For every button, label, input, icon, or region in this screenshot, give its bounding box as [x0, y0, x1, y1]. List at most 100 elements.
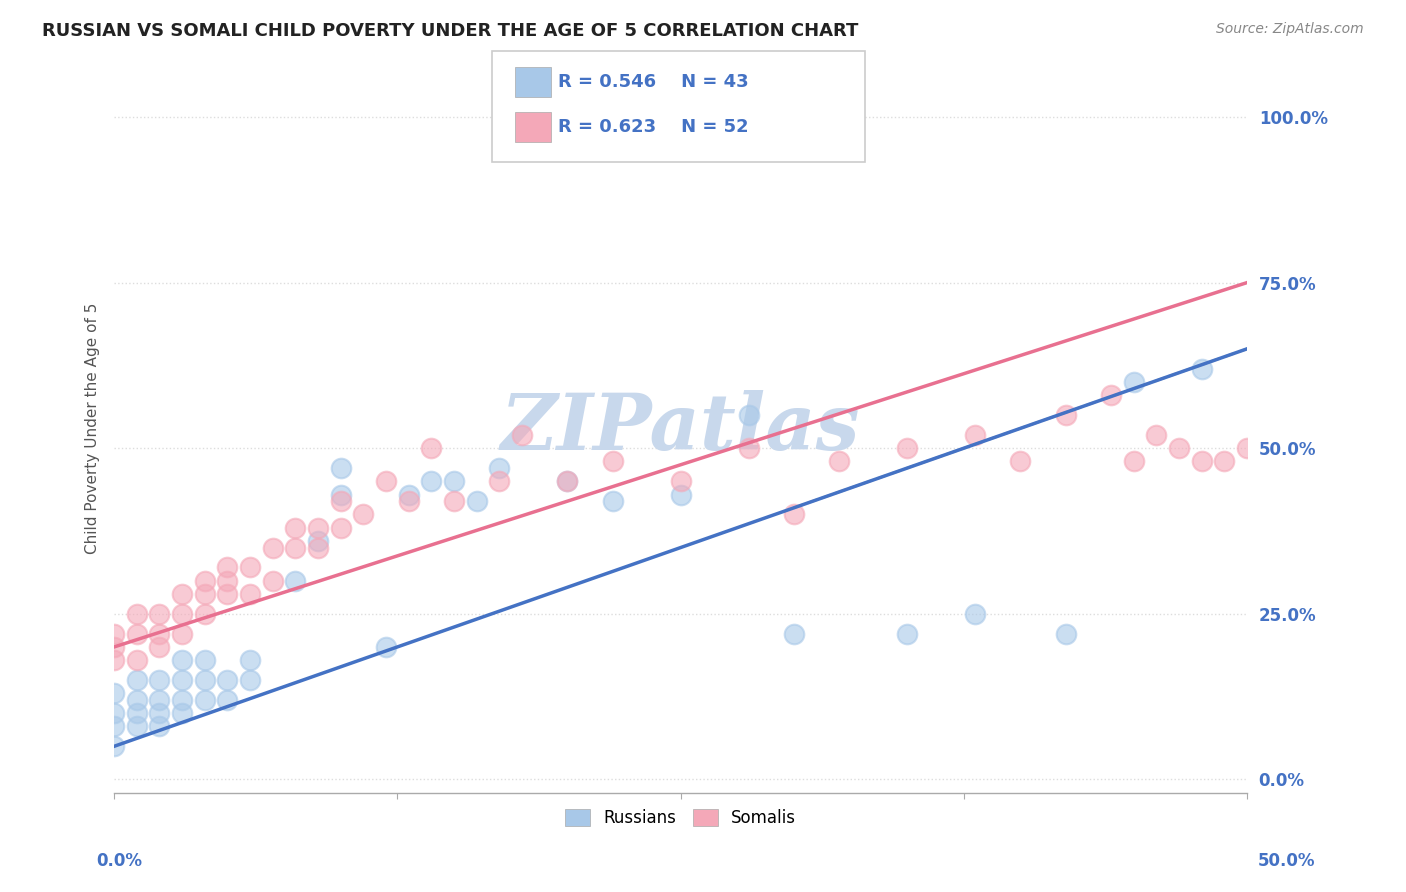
Point	[1191, 361, 1213, 376]
Text: ZIPatlas: ZIPatlas	[501, 390, 860, 467]
Point	[352, 508, 374, 522]
Point	[443, 494, 465, 508]
Text: 50.0%: 50.0%	[1258, 852, 1315, 870]
Point	[488, 475, 510, 489]
Point	[262, 541, 284, 555]
Point	[1054, 626, 1077, 640]
Point	[465, 494, 488, 508]
Point	[217, 673, 239, 687]
Point	[125, 653, 148, 667]
Point	[510, 428, 533, 442]
Point	[194, 587, 217, 601]
Text: RUSSIAN VS SOMALI CHILD POVERTY UNDER THE AGE OF 5 CORRELATION CHART: RUSSIAN VS SOMALI CHILD POVERTY UNDER TH…	[42, 22, 859, 40]
Point	[239, 653, 262, 667]
Point	[125, 706, 148, 721]
Point	[148, 693, 170, 707]
Point	[896, 441, 918, 455]
Point	[125, 693, 148, 707]
Text: Source: ZipAtlas.com: Source: ZipAtlas.com	[1216, 22, 1364, 37]
Point	[217, 574, 239, 588]
Point	[239, 587, 262, 601]
Point	[103, 706, 125, 721]
Point	[307, 521, 329, 535]
Point	[125, 719, 148, 733]
Point	[172, 673, 194, 687]
Text: R = 0.546    N = 43: R = 0.546 N = 43	[558, 73, 749, 91]
Point	[1236, 441, 1258, 455]
Point	[398, 494, 420, 508]
Point	[148, 626, 170, 640]
Legend: Russians, Somalis: Russians, Somalis	[557, 800, 804, 835]
Point	[148, 719, 170, 733]
Point	[1122, 375, 1144, 389]
Point	[329, 487, 352, 501]
Point	[307, 541, 329, 555]
Point	[194, 607, 217, 621]
Point	[669, 487, 692, 501]
Point	[194, 653, 217, 667]
Point	[737, 408, 759, 422]
Point	[783, 626, 806, 640]
Point	[284, 521, 307, 535]
Point	[307, 533, 329, 548]
Point	[172, 587, 194, 601]
Point	[555, 475, 578, 489]
Point	[148, 673, 170, 687]
Point	[965, 428, 987, 442]
Point	[896, 626, 918, 640]
Point	[828, 454, 851, 468]
Point	[172, 607, 194, 621]
Point	[262, 574, 284, 588]
Point	[217, 693, 239, 707]
Point	[103, 686, 125, 700]
Point	[239, 560, 262, 574]
Point	[194, 574, 217, 588]
Point	[194, 693, 217, 707]
Point	[103, 640, 125, 654]
Point	[375, 640, 398, 654]
Point	[125, 626, 148, 640]
Point	[1099, 388, 1122, 402]
Point	[103, 653, 125, 667]
Point	[488, 461, 510, 475]
Point	[172, 626, 194, 640]
Point	[555, 475, 578, 489]
Point	[669, 475, 692, 489]
Point	[148, 706, 170, 721]
Point	[1122, 454, 1144, 468]
Point	[1168, 441, 1191, 455]
Point	[239, 673, 262, 687]
Text: R = 0.623    N = 52: R = 0.623 N = 52	[558, 118, 749, 136]
Point	[172, 693, 194, 707]
Point	[375, 475, 398, 489]
Point	[217, 587, 239, 601]
Point	[148, 640, 170, 654]
Point	[398, 487, 420, 501]
Text: 0.0%: 0.0%	[97, 852, 142, 870]
Point	[329, 461, 352, 475]
Point	[148, 607, 170, 621]
Point	[125, 673, 148, 687]
Point	[420, 475, 443, 489]
Point	[420, 441, 443, 455]
Point	[1054, 408, 1077, 422]
Point	[125, 607, 148, 621]
Point	[783, 508, 806, 522]
Point	[329, 494, 352, 508]
Point	[443, 475, 465, 489]
Point	[1010, 454, 1032, 468]
Point	[172, 653, 194, 667]
Point	[194, 673, 217, 687]
Point	[284, 574, 307, 588]
Point	[284, 541, 307, 555]
Point	[103, 626, 125, 640]
Point	[602, 494, 624, 508]
Point	[1144, 428, 1167, 442]
Point	[103, 739, 125, 754]
Point	[737, 441, 759, 455]
Point	[217, 560, 239, 574]
Point	[965, 607, 987, 621]
Point	[602, 454, 624, 468]
Point	[172, 706, 194, 721]
Y-axis label: Child Poverty Under the Age of 5: Child Poverty Under the Age of 5	[86, 302, 100, 554]
